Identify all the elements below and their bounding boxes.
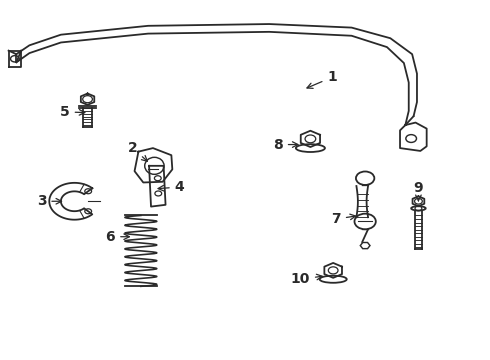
Text: 7: 7 xyxy=(331,212,356,226)
Text: 2: 2 xyxy=(128,141,147,161)
Text: 8: 8 xyxy=(273,138,298,152)
Text: 3: 3 xyxy=(37,194,62,208)
Text: 5: 5 xyxy=(60,105,85,119)
Text: 1: 1 xyxy=(307,70,337,88)
Text: 9: 9 xyxy=(414,181,423,201)
Text: 10: 10 xyxy=(291,272,322,286)
Text: 6: 6 xyxy=(105,230,129,244)
Text: 4: 4 xyxy=(158,180,184,194)
